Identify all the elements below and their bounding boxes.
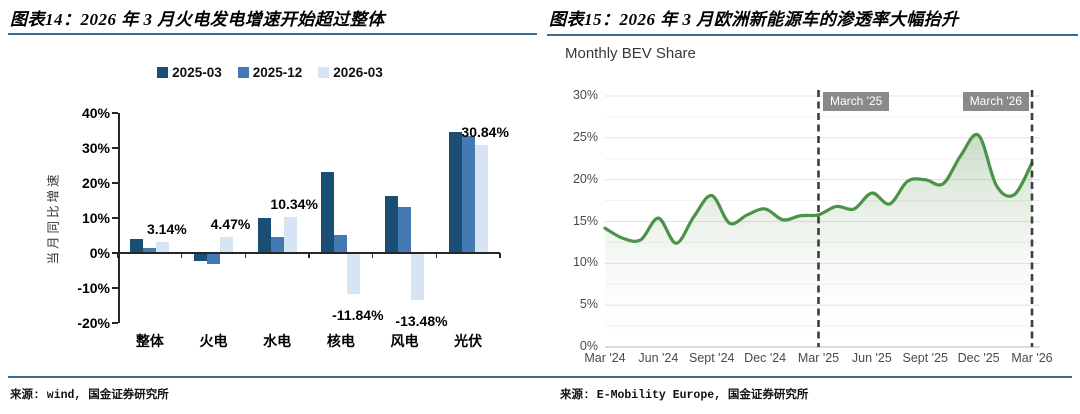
- y-tick-mark: [112, 252, 118, 254]
- line-chart-subtitle: Monthly BEV Share: [565, 45, 696, 62]
- bar: [347, 253, 361, 295]
- legend-swatch-icon: [318, 67, 330, 78]
- bar-data-label: -11.84%: [332, 307, 384, 324]
- x-category-label: 光伏: [454, 333, 483, 349]
- x-tick-mark: [371, 253, 374, 258]
- footer-rule: [8, 376, 1072, 378]
- line-y-tick-label: 20%: [572, 171, 598, 186]
- legend-item: 2026-03: [318, 65, 383, 80]
- line-y-tick-label: 25%: [572, 129, 598, 144]
- x-tick-mark: [244, 253, 247, 258]
- line-chart: [603, 90, 1040, 348]
- y-tick-mark: [112, 147, 118, 149]
- bev-share-line: [603, 132, 1034, 245]
- annotation-badge-march-26: March '26: [962, 92, 1029, 111]
- y-axis-line: [118, 113, 120, 323]
- x-tick-mark: [180, 253, 183, 258]
- line-x-tick-label: Dec '25: [957, 351, 1000, 365]
- bar-data-label: 30.84%: [461, 124, 509, 141]
- bar: [207, 253, 220, 264]
- x-category-label: 水电: [263, 333, 292, 349]
- bar: [321, 171, 335, 253]
- legend-swatch-icon: [237, 67, 249, 78]
- x-category-label: 火电: [199, 333, 228, 349]
- bar: [411, 253, 424, 301]
- line-y-tick-label: 0%: [579, 339, 598, 353]
- line-y-tick-label: 5%: [579, 297, 598, 312]
- line-x-tick-label: Mar '26: [1011, 351, 1053, 365]
- bar-data-label: 3.14%: [146, 221, 187, 237]
- legend-label: 2025-12: [252, 65, 303, 80]
- legend-swatch-icon: [157, 67, 169, 78]
- y-tick-label: 10%: [81, 209, 110, 226]
- bar: [130, 239, 144, 253]
- bar: [270, 237, 284, 253]
- bar-data-label: -13.48%: [395, 313, 448, 330]
- bar: [257, 218, 271, 253]
- bar: [461, 136, 475, 253]
- bar: [398, 207, 411, 253]
- x-tick-mark: [308, 253, 310, 258]
- y-tick-label: -10%: [77, 279, 110, 296]
- y-tick-mark: [112, 217, 118, 219]
- right-title-rule: [547, 34, 1078, 36]
- bar-chart-legend: 2025-03 2025-12 2026-03: [100, 65, 440, 80]
- legend-label: 2025-03: [172, 65, 222, 80]
- line-x-tick-label: Sept '25: [902, 351, 948, 365]
- bar: [156, 242, 170, 253]
- bar: [143, 248, 157, 253]
- bar: [474, 145, 488, 253]
- right-source-note: 来源: E-Mobility Europe, 国金证券研究所: [560, 389, 809, 402]
- y-tick-mark: [112, 287, 118, 289]
- x-category-label: 整体: [135, 333, 164, 349]
- legend-label: 2026-03: [333, 65, 383, 80]
- bar: [334, 235, 348, 253]
- x-tick-mark: [499, 253, 501, 258]
- x-category-label: 核电: [326, 333, 355, 349]
- bar: [448, 131, 462, 253]
- x-category-label: 风电: [390, 333, 419, 349]
- y-tick-mark: [112, 112, 118, 114]
- y-tick-label: -20%: [77, 314, 110, 331]
- bar: [194, 253, 207, 262]
- bar: [220, 237, 233, 253]
- line-x-tick-label: Dec '24: [744, 351, 787, 365]
- legend-item: 2025-12: [237, 65, 303, 80]
- line-x-tick-label: Jun '25: [851, 351, 892, 365]
- bar: [283, 216, 297, 253]
- y-tick-label: 40%: [81, 104, 110, 121]
- y-tick-label: 30%: [81, 139, 110, 156]
- line-y-tick-label: 15%: [572, 213, 598, 228]
- x-tick-mark: [117, 253, 119, 258]
- annotation-badge-march-25: March '25: [823, 92, 890, 111]
- legend-item: 2025-03: [157, 65, 222, 80]
- right-chart-title: 图表15：2026 年 3 月欧洲新能源车的渗透率大幅抬升: [549, 10, 959, 29]
- line-x-tick-label: Sept '24: [689, 351, 735, 365]
- left-source-note: 来源: wind, 国金证券研究所: [10, 389, 169, 402]
- left-chart-title: 图表14：2026 年 3 月火电发电增速开始超过整体: [10, 10, 385, 29]
- y-tick-mark: [112, 322, 118, 324]
- y-tick-label: 0%: [89, 244, 110, 261]
- bar-data-label: 4.47%: [210, 216, 251, 233]
- line-y-tick-label: 10%: [572, 255, 598, 270]
- line-y-tick-label: 30%: [572, 88, 598, 102]
- bar: [385, 195, 398, 253]
- x-tick-mark: [435, 253, 438, 258]
- line-x-tick-label: Mar '24: [584, 351, 626, 365]
- left-title-rule: [8, 33, 537, 35]
- line-x-tick-label: Mar '25: [797, 351, 840, 365]
- y-tick-mark: [112, 182, 118, 184]
- line-x-tick-label: Jun '24: [638, 351, 679, 365]
- y-tick-label: 20%: [81, 174, 110, 191]
- bar-chart-y-axis-title: 当月同比增速: [46, 171, 61, 265]
- bar-data-label: 10.34%: [270, 195, 318, 212]
